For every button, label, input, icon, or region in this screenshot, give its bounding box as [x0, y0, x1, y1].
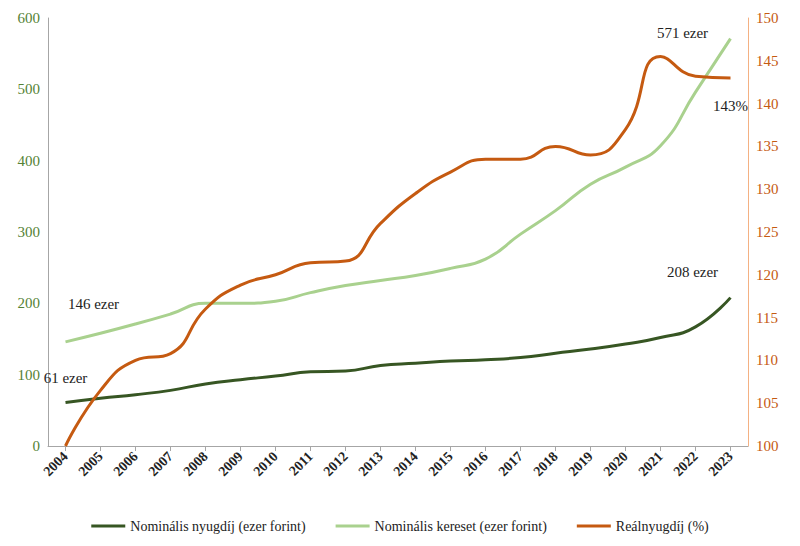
svg-text:105: 105	[756, 395, 779, 411]
svg-text:2018: 2018	[530, 449, 560, 479]
svg-text:2016: 2016	[460, 449, 490, 479]
svg-text:Nominális kereset (ezer forint: Nominális kereset (ezer forint)	[375, 519, 548, 535]
svg-text:115: 115	[756, 310, 778, 326]
svg-text:0: 0	[33, 438, 41, 454]
svg-text:2006: 2006	[110, 449, 140, 479]
svg-text:146 ezer: 146 ezer	[68, 296, 119, 312]
svg-text:125: 125	[756, 224, 779, 240]
svg-text:100: 100	[18, 367, 41, 383]
svg-text:Nominális nyugdíj (ezer forint: Nominális nyugdíj (ezer forint)	[130, 519, 306, 535]
svg-text:130: 130	[756, 181, 779, 197]
svg-text:2009: 2009	[215, 449, 245, 479]
svg-text:2005: 2005	[75, 449, 105, 479]
svg-text:140: 140	[756, 96, 779, 112]
svg-text:2021: 2021	[635, 449, 665, 479]
svg-text:110: 110	[756, 352, 778, 368]
svg-text:2014: 2014	[390, 449, 420, 479]
svg-text:2010: 2010	[250, 449, 280, 479]
svg-text:100: 100	[756, 438, 779, 454]
svg-text:150: 150	[756, 10, 779, 26]
svg-text:2019: 2019	[565, 449, 595, 479]
svg-text:2004: 2004	[40, 449, 70, 479]
svg-text:2007: 2007	[145, 449, 175, 479]
svg-text:135: 135	[756, 138, 779, 154]
svg-text:571 ezer: 571 ezer	[657, 25, 708, 41]
svg-text:200: 200	[18, 295, 41, 311]
svg-text:2017: 2017	[495, 449, 525, 479]
svg-text:2015: 2015	[425, 449, 455, 479]
svg-text:2011: 2011	[286, 449, 316, 479]
svg-text:Reálnyugdíj (%): Reálnyugdíj (%)	[616, 519, 709, 535]
svg-text:2022: 2022	[670, 449, 700, 479]
svg-text:400: 400	[18, 153, 41, 169]
svg-text:61 ezer: 61 ezer	[44, 370, 88, 386]
svg-text:2023: 2023	[705, 449, 735, 479]
svg-text:2020: 2020	[600, 449, 630, 479]
svg-text:208 ezer: 208 ezer	[667, 264, 718, 280]
svg-text:300: 300	[18, 224, 41, 240]
svg-text:120: 120	[756, 267, 779, 283]
svg-text:2008: 2008	[180, 449, 210, 479]
svg-text:600: 600	[18, 10, 41, 26]
svg-text:500: 500	[18, 81, 41, 97]
svg-text:143%: 143%	[713, 98, 748, 114]
svg-text:145: 145	[756, 53, 779, 69]
svg-text:2013: 2013	[355, 449, 385, 479]
svg-text:2012: 2012	[320, 449, 350, 479]
